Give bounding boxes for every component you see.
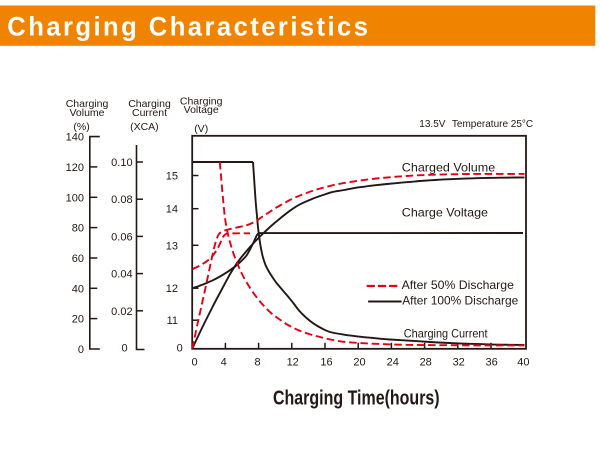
svg-text:Charging: Charging [66, 98, 109, 110]
svg-text:140: 140 [66, 132, 84, 144]
svg-text:16: 16 [320, 357, 332, 369]
svg-text:12: 12 [287, 357, 299, 369]
svg-text:12: 12 [166, 283, 178, 295]
svg-text:4: 4 [221, 357, 227, 369]
svg-text:Voltage: Voltage [184, 104, 219, 116]
svg-text:80: 80 [72, 223, 84, 235]
svg-text:(XCA): (XCA) [130, 121, 159, 133]
svg-text:11: 11 [167, 315, 178, 327]
svg-text:60: 60 [72, 253, 84, 265]
svg-text:40: 40 [517, 357, 529, 369]
svg-text:0.02: 0.02 [111, 306, 132, 318]
svg-text:0.06: 0.06 [111, 231, 132, 243]
svg-text:Current: Current [132, 107, 167, 119]
svg-text:0.08: 0.08 [111, 194, 132, 206]
svg-text:28: 28 [420, 357, 432, 369]
svg-text:20: 20 [72, 314, 84, 326]
svg-text:0: 0 [121, 343, 127, 355]
svg-text:36: 36 [485, 357, 497, 369]
svg-text:Charged Volume: Charged Volume [402, 160, 496, 174]
svg-text:Temperature 25°C: Temperature 25°C [452, 119, 533, 130]
svg-text:Charging: Charging [180, 95, 223, 107]
svg-text:After 50% Discharge: After 50% Discharge [402, 278, 515, 292]
svg-text:Charging: Charging [128, 98, 171, 110]
svg-text:15: 15 [166, 171, 178, 183]
svg-text:20: 20 [353, 357, 365, 369]
svg-text:Charge Voltage: Charge Voltage [402, 206, 489, 220]
svg-text:8: 8 [254, 357, 260, 369]
svg-text:0: 0 [177, 343, 183, 355]
svg-text:24: 24 [387, 357, 399, 369]
svg-text:40: 40 [72, 283, 84, 295]
svg-text:32: 32 [453, 357, 465, 369]
svg-text:100: 100 [66, 192, 84, 204]
svg-text:Charging Characteristics: Charging Characteristics [7, 11, 370, 42]
svg-text:0.04: 0.04 [111, 269, 132, 281]
svg-text:0: 0 [191, 357, 197, 369]
svg-text:(V): (V) [194, 123, 208, 135]
svg-text:0.10: 0.10 [111, 157, 132, 169]
svg-text:0: 0 [78, 344, 84, 356]
svg-text:14: 14 [166, 204, 178, 216]
svg-text:13: 13 [166, 240, 178, 252]
svg-text:Volume: Volume [69, 107, 104, 119]
svg-text:After 100% Discharge: After 100% Discharge [402, 293, 518, 307]
svg-text:120: 120 [66, 162, 84, 174]
svg-text:Charging Time(hours): Charging Time(hours) [273, 386, 440, 409]
svg-text:(%): (%) [73, 121, 89, 133]
svg-text:13.5V: 13.5V [419, 119, 445, 130]
svg-text:Charging Current: Charging Current [404, 327, 488, 341]
